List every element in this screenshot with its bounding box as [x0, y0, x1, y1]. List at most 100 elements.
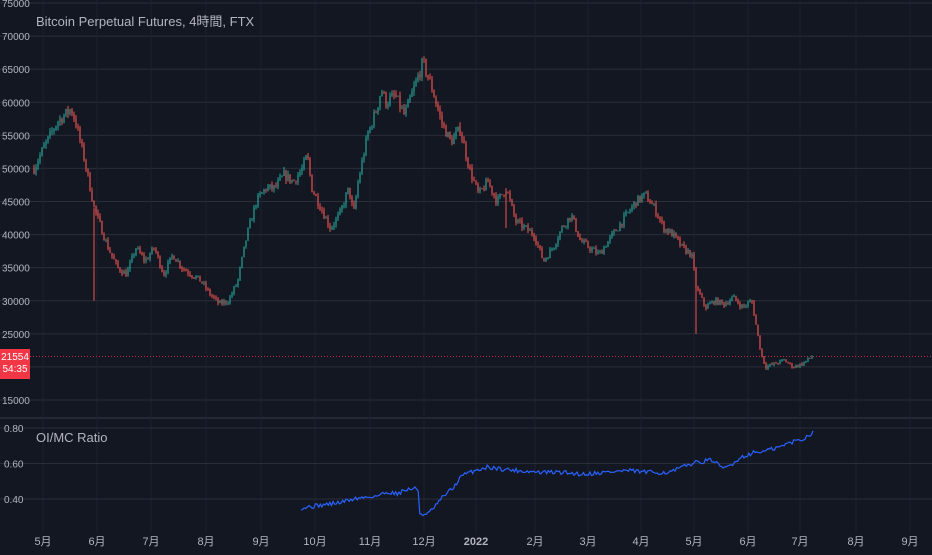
candle-body: [715, 298, 717, 305]
candle-body: [811, 356, 813, 359]
candle-body: [673, 232, 675, 237]
x-tick-label: 11月: [359, 536, 381, 548]
candle-body: [541, 248, 543, 259]
candle-body: [39, 155, 41, 162]
candle-body: [275, 185, 277, 187]
candle-body: [577, 231, 579, 237]
candle-body: [405, 107, 407, 115]
candle-body: [183, 269, 185, 270]
candle-body: [201, 281, 203, 284]
candle-body: [567, 217, 569, 227]
candle-body: [617, 230, 619, 232]
candle-body: [621, 223, 623, 226]
ratio-series[interactable]: [300, 430, 814, 517]
candle-body: [349, 187, 351, 198]
candle-body: [549, 249, 551, 259]
candle-body: [61, 118, 63, 123]
candle-body: [415, 80, 417, 86]
candle-body: [595, 248, 597, 254]
candle-body: [91, 191, 93, 201]
candle-body: [339, 209, 341, 215]
candle-body: [569, 217, 571, 220]
candle-body: [77, 126, 79, 129]
candle-body: [653, 203, 655, 205]
candle-body: [363, 155, 365, 161]
candle-body: [87, 168, 89, 174]
candle-body: [109, 249, 111, 253]
y-tick-label: 75000: [2, 0, 30, 10]
indicator-grid: [0, 427, 932, 500]
candle-body: [433, 90, 435, 98]
candle-body: [561, 226, 563, 232]
candle-body: [787, 362, 789, 364]
candle-body: [345, 193, 347, 206]
candle-body: [465, 143, 467, 159]
candle-body: [521, 220, 523, 229]
candle-body: [613, 230, 615, 234]
candle-body: [509, 192, 511, 200]
candle-body: [699, 289, 701, 295]
candle-body: [33, 168, 35, 174]
candle-body: [353, 203, 355, 209]
candle-body: [649, 201, 651, 204]
candle-body: [231, 293, 233, 297]
candle-body: [471, 167, 473, 180]
price-series[interactable]: [30, 56, 932, 371]
candle-body: [691, 254, 693, 257]
candle-body: [417, 75, 419, 81]
candle-body: [161, 267, 163, 272]
candle-body: [751, 300, 753, 302]
candle-body: [335, 218, 337, 225]
candle-body: [723, 302, 725, 307]
candle-body: [643, 192, 645, 196]
candle-body: [249, 220, 251, 228]
candle-body: [657, 215, 659, 218]
candle-body: [49, 131, 51, 137]
candle-body: [327, 217, 329, 226]
countdown-value: 54:35: [2, 364, 28, 375]
candle-body: [575, 219, 577, 232]
candle-body: [73, 114, 75, 120]
candle-body: [287, 174, 289, 181]
candle-body: [307, 155, 309, 159]
candle-body: [445, 125, 447, 137]
candle-body: [171, 255, 173, 258]
candle-body: [125, 270, 127, 277]
candle-body: [603, 247, 605, 254]
candle-body: [525, 225, 527, 227]
candle-body: [725, 303, 727, 307]
candle-body: [119, 267, 121, 272]
candle-body: [429, 77, 431, 80]
candle-body: [407, 100, 409, 108]
candle-body: [437, 103, 439, 110]
candle-body: [441, 115, 443, 124]
candle-body: [229, 296, 231, 304]
candle-body: [89, 173, 91, 192]
candle-body: [169, 257, 171, 263]
y-tick-label: 35000: [2, 264, 30, 275]
candle-body: [149, 254, 151, 260]
candle-body: [619, 223, 621, 231]
candle-body: [191, 275, 193, 278]
candle-body: [187, 271, 189, 274]
candle-body: [251, 220, 253, 221]
candle-body: [571, 215, 573, 220]
candle-body: [615, 230, 617, 232]
candle-body: [375, 112, 377, 114]
x-tick-label: 3月: [579, 536, 596, 548]
candle-body: [129, 261, 131, 270]
candle-body: [671, 229, 673, 237]
candle-body: [439, 109, 441, 116]
candle-body: [207, 288, 209, 290]
candle-body: [337, 214, 339, 219]
candle-body: [359, 173, 361, 183]
candle-body: [127, 269, 129, 277]
price-grid: [0, 0, 932, 532]
candle-body: [511, 199, 513, 206]
candle-body: [669, 229, 671, 234]
candle-body: [355, 196, 357, 209]
candle-body: [41, 147, 43, 156]
candle-body: [629, 210, 631, 212]
candle-body: [267, 187, 269, 191]
